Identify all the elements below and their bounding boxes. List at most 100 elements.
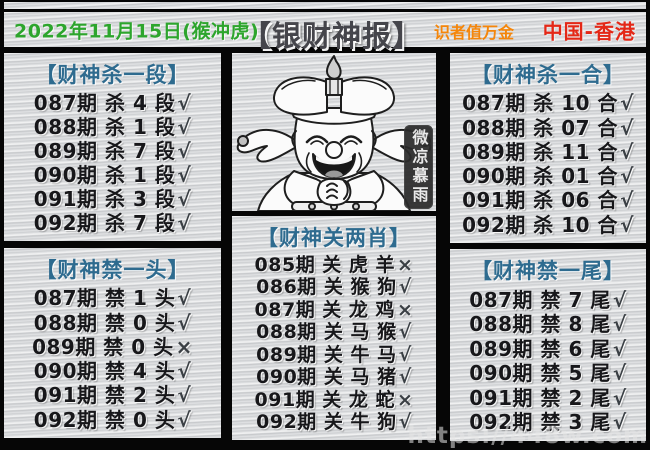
panel-kill-sum: 【财神杀一合】 087期 杀 10 合 √ 088期 杀 07 合 √ 089期 杀…: [450, 53, 646, 243]
record-row: 088期 杀 07 合 √: [462, 118, 634, 138]
record-label: 089期 杀 7 段: [33, 139, 176, 163]
panel-title: 【财神禁一尾】: [471, 259, 625, 283]
record-label: 091期 杀 3 段: [33, 187, 176, 211]
record-row: 089期 关 牛 马 √: [256, 343, 412, 366]
result-mark: √: [177, 139, 192, 163]
panel-ban-tail: 【财神禁一尾】 087期 禁 7 尾 √ 088期 禁 8 尾 √ 089期 禁 6…: [450, 249, 646, 441]
result-mark: √: [620, 188, 634, 213]
panel-kill-segment: 【财神杀一段】 087期 杀 4 段 √ 088期 杀 1 段 √ 089期 杀 7…: [4, 53, 221, 241]
panel-title: 【财神杀一合】: [471, 63, 625, 87]
record-row: 092期 杀 10 合 √: [462, 215, 634, 235]
result-mark: √: [177, 211, 192, 235]
record-row: 089期 禁 0 头 ×: [32, 337, 193, 357]
result-mark: √: [177, 163, 192, 187]
result-mark: √: [398, 366, 412, 389]
page-title: 【银财神报】: [242, 19, 423, 53]
result-mark: √: [177, 286, 192, 311]
result-mark: ×: [397, 388, 414, 411]
record-row: 090期 关 马 猪 √: [256, 368, 412, 387]
record-label: 087期 杀 10 合: [462, 91, 619, 116]
record-label: 087期 关 龙 鸡: [254, 298, 396, 321]
record-label: 091期 关 龙 蛇: [254, 388, 396, 411]
result-mark: √: [620, 139, 634, 164]
record-label: 090期 禁 4 头: [33, 359, 176, 384]
result-mark: √: [398, 343, 412, 366]
god-of-wealth-illustration: [236, 55, 432, 211]
result-mark: √: [177, 407, 192, 432]
record-label: 089期 关 牛 马: [256, 343, 397, 366]
record-row: 090期 杀 1 段 √: [34, 165, 191, 185]
record-label: 089期 杀 11 合: [462, 139, 619, 164]
stamp-text: 微凉慕雨: [409, 129, 429, 205]
record-row: 088期 杀 1 段 √: [34, 117, 191, 137]
record-row: 091期 关 龙 蛇 ×: [254, 388, 414, 411]
record-label: 085期 关 虎 羊: [254, 253, 396, 276]
result-mark: √: [612, 312, 627, 337]
record-row: 092期 禁 3 尾 √: [469, 412, 626, 432]
record-label: 088期 关 马 猴: [256, 321, 397, 344]
record-row: 090期 禁 5 尾 √: [469, 363, 626, 383]
record-row: 086期 关 猴 狗 √: [256, 278, 412, 297]
record-label: 092期 杀 7 段: [33, 211, 176, 235]
record-row: 087期 杀 10 合 √: [462, 93, 634, 113]
record-row: 089期 杀 11 合 √: [462, 142, 634, 162]
panel-title: 【财神杀一段】: [35, 63, 190, 87]
record-label: 092期 禁 0 头: [33, 407, 176, 432]
record-row: 090期 杀 01 合 √: [462, 166, 634, 186]
result-mark: √: [612, 410, 627, 435]
record-row: 088期 关 马 猴 √: [256, 323, 412, 342]
record-list: 085期 关 虎 羊 × 086期 关 猴 狗 √ 087期 关 龙 鸡 × 088期…: [232, 252, 436, 440]
record-row: 091期 禁 2 尾 √: [469, 388, 626, 408]
record-label: 088期 禁 8 尾: [469, 312, 611, 337]
result-mark: √: [398, 276, 412, 299]
result-mark: √: [177, 91, 192, 115]
result-mark: √: [177, 310, 192, 335]
record-label: 091期 杀 06 合: [462, 188, 619, 213]
result-mark: √: [612, 287, 627, 312]
record-row: 089期 杀 7 段 √: [34, 141, 191, 161]
result-mark: ×: [397, 298, 414, 321]
result-mark: √: [620, 212, 634, 237]
result-mark: √: [177, 115, 192, 139]
result-mark: √: [612, 385, 627, 410]
record-label: 087期 杀 4 段: [33, 91, 176, 115]
record-label: 092期 关 牛 狗: [256, 411, 397, 434]
result-mark: √: [398, 321, 412, 344]
record-row: 087期 禁 1 头 √: [34, 288, 191, 308]
header: 2022年11月15日(猴冲虎) 【银财神报】 识者值万金 中国-香港: [4, 12, 646, 53]
result-mark: √: [620, 91, 634, 116]
record-list: 087期 禁 7 尾 √ 088期 禁 8 尾 √ 089期 禁 6 尾 √ 090期…: [450, 285, 646, 441]
record-label: 088期 禁 0 头: [33, 310, 176, 335]
record-row: 091期 禁 2 头 √: [34, 385, 191, 405]
result-mark: ×: [397, 253, 414, 276]
panel-gate-zodiac: 【财神关两肖】 085期 关 虎 羊 × 086期 关 猴 狗 √ 087期 关 龙…: [232, 216, 436, 440]
panel-title: 【财神关两肖】: [257, 226, 411, 250]
result-mark: √: [177, 359, 192, 384]
record-list: 087期 杀 10 合 √ 088期 杀 07 合 √ 089期 杀 11 合 √ 0…: [450, 89, 646, 243]
record-label: 091期 禁 2 尾: [469, 385, 611, 410]
date-text: 2022年11月15日(猴冲虎): [14, 20, 260, 42]
record-label: 090期 杀 01 合: [462, 164, 619, 189]
panel-ban-head: 【财神禁一头】 087期 禁 1 头 √ 088期 禁 0 头 √ 089期 禁 0…: [4, 248, 221, 438]
result-mark: ×: [175, 334, 193, 359]
mascot-box: 微凉慕雨: [232, 53, 436, 211]
record-row: 087期 杀 4 段 √: [34, 93, 191, 113]
record-label: 090期 杀 1 段: [33, 163, 176, 187]
record-list: 087期 杀 4 段 √ 088期 杀 1 段 √ 089期 杀 7 段 √ 090期…: [4, 89, 221, 241]
record-row: 092期 杀 7 段 √: [34, 213, 191, 233]
record-label: 092期 禁 3 尾: [469, 410, 611, 435]
region-label: 中国-香港: [542, 19, 636, 43]
record-label: 087期 禁 7 尾: [469, 287, 611, 312]
top-edge-strip: [4, 2, 646, 9]
record-row: 085期 关 虎 羊 ×: [254, 253, 414, 276]
record-row: 088期 禁 8 尾 √: [469, 314, 626, 334]
panel-title: 【财神禁一头】: [35, 258, 190, 282]
record-label: 090期 禁 5 尾: [469, 361, 611, 386]
record-label: 088期 杀 07 合: [462, 115, 619, 140]
result-mark: √: [177, 383, 192, 408]
record-row: 089期 禁 6 尾 √: [469, 339, 626, 359]
record-label: 087期 禁 1 头: [33, 286, 176, 311]
record-row: 088期 禁 0 头 √: [34, 313, 191, 333]
result-mark: √: [177, 187, 192, 211]
